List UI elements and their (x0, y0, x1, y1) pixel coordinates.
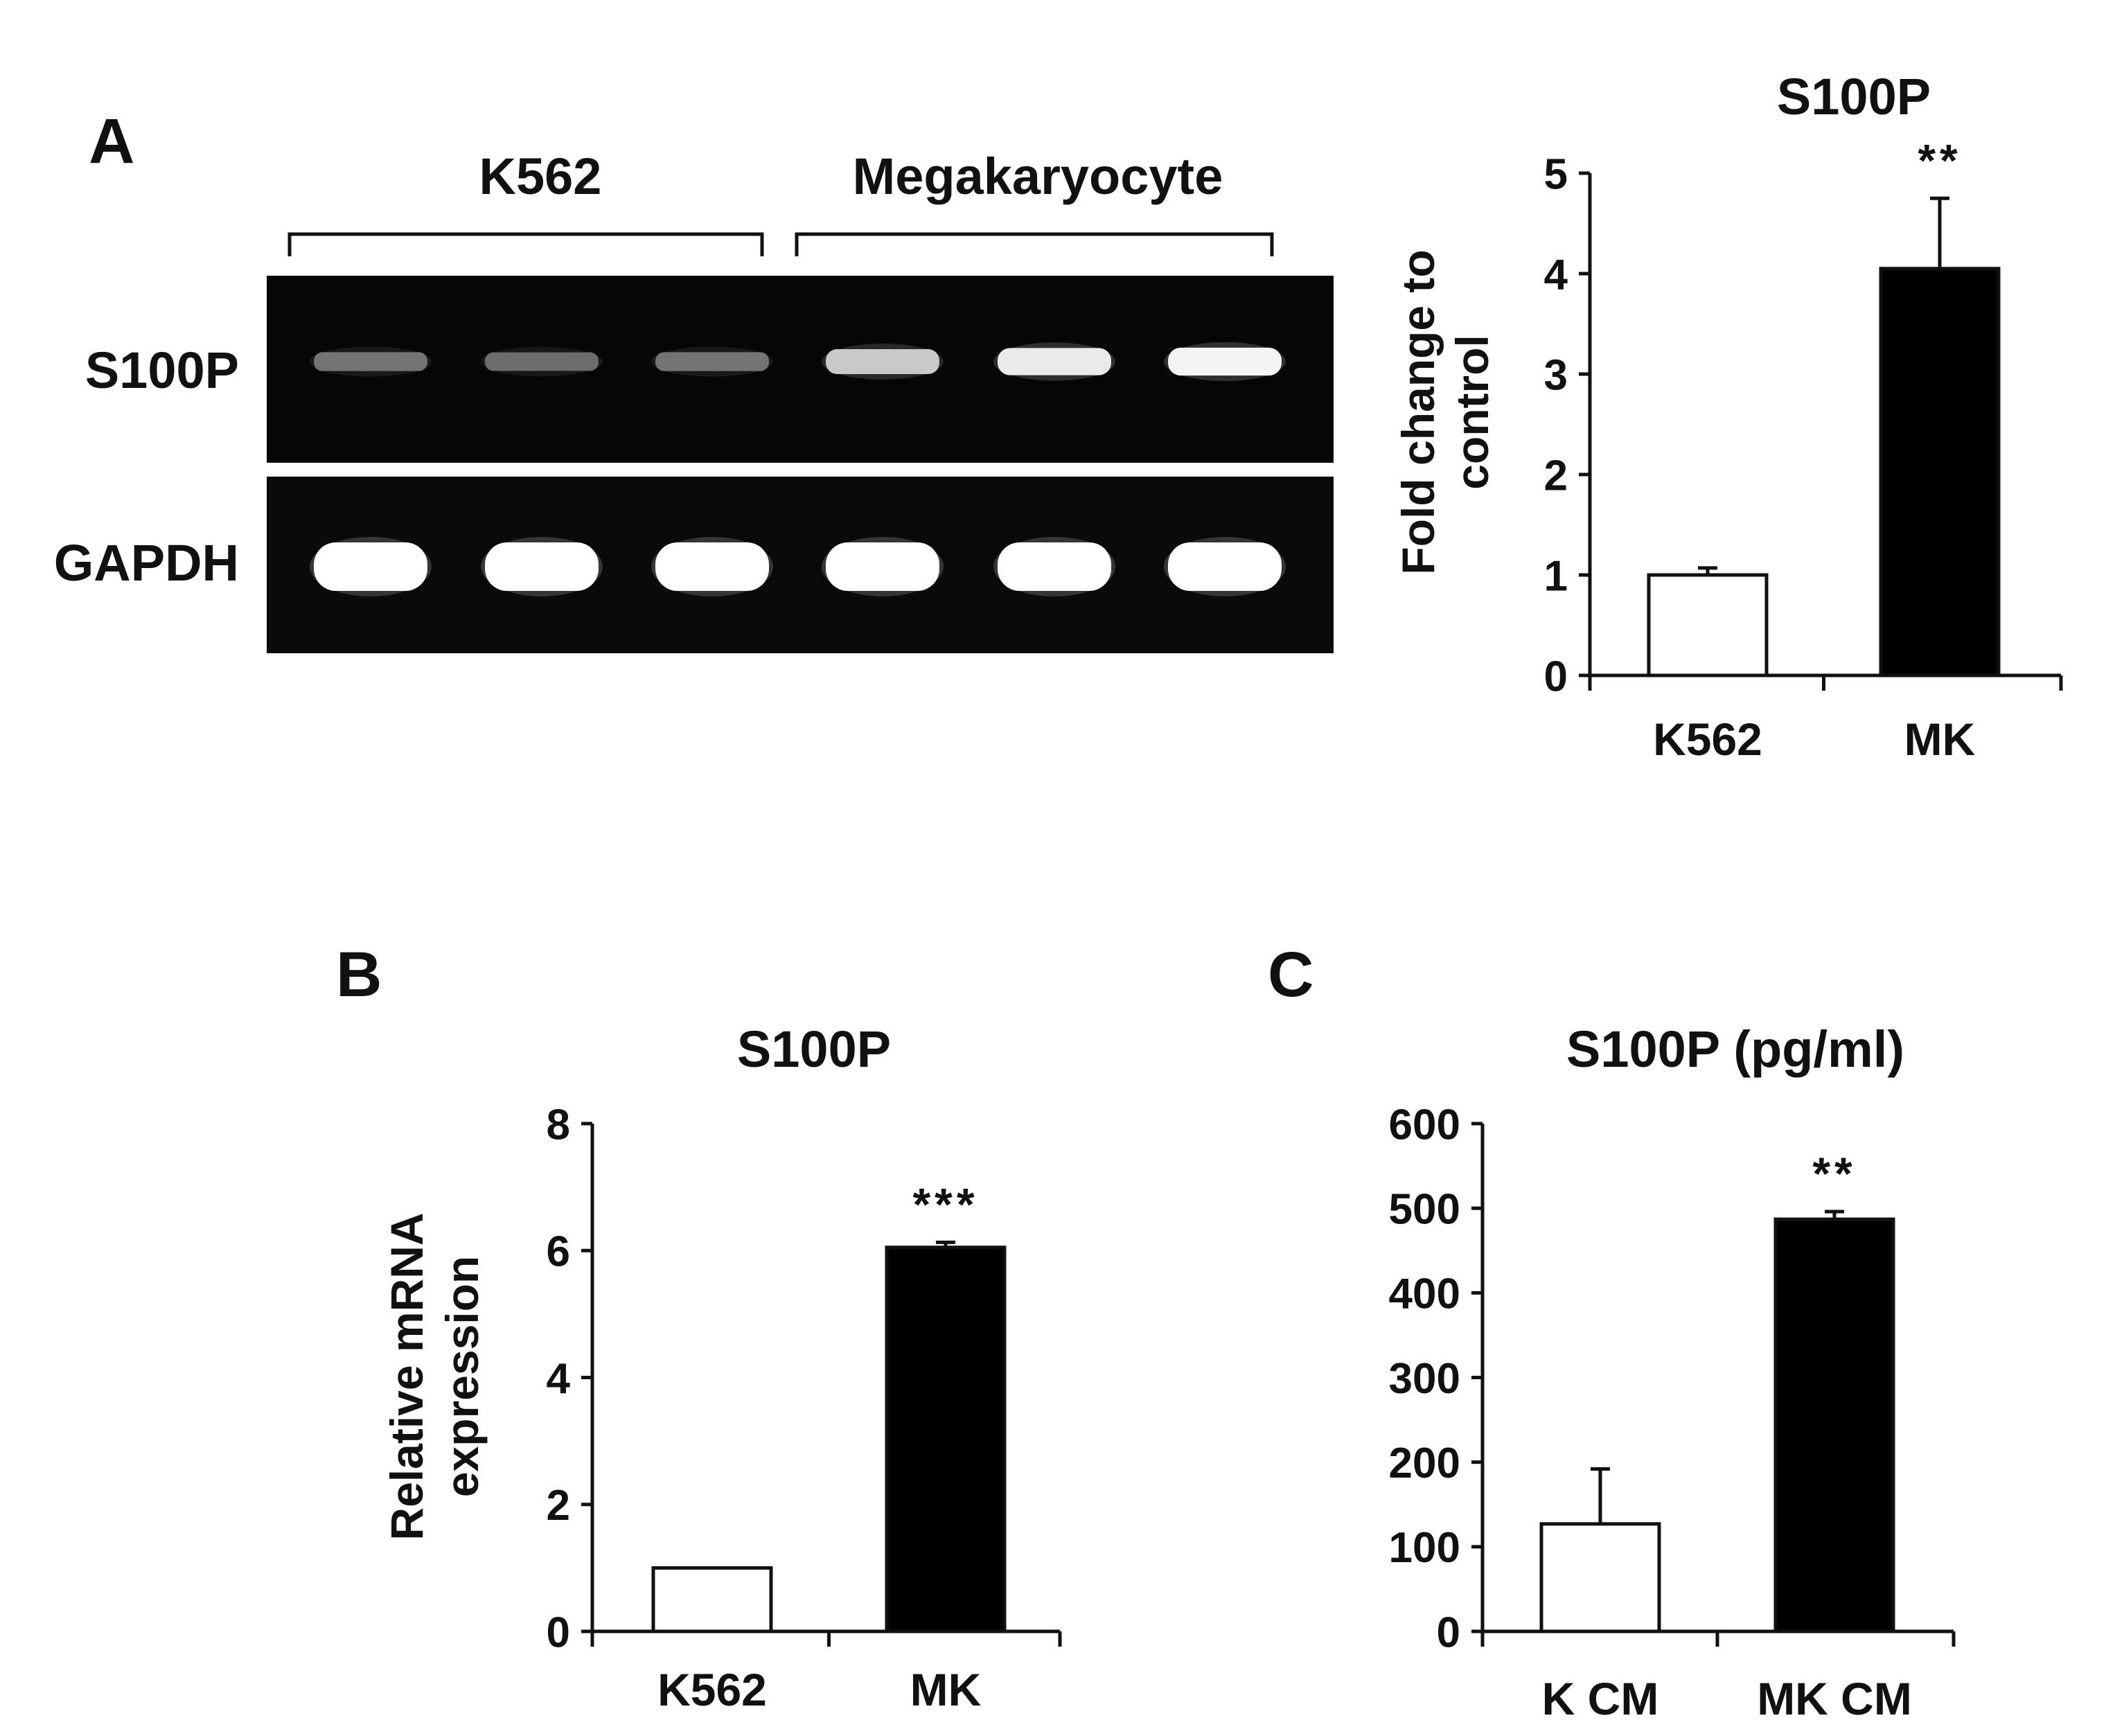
y-axis-label: Fold change to (1392, 249, 1444, 574)
y-tick-label: 300 (1389, 1355, 1460, 1403)
y-tick-label: 2 (547, 1482, 570, 1530)
chart-fold-change: S100P Fold change to control 0 1 2 3 4 5 K562 *… (1392, 68, 2063, 765)
y-tick-label: 6 (547, 1228, 570, 1276)
gel-row-label-gapdh: GAPDH (54, 534, 239, 592)
x-tick-label: K CM (1542, 1673, 1659, 1724)
gel-strip-s100p (267, 276, 1334, 463)
y-tick-label: 0 (1437, 1609, 1460, 1656)
gel-band-gapdh (655, 542, 769, 591)
y-tick-label: 0 (547, 1609, 570, 1656)
y-tick-label: 600 (1389, 1101, 1460, 1149)
y-axis-label: control (1446, 335, 1498, 490)
gel-strip-gapdh (267, 477, 1334, 653)
y-tick-label: 500 (1389, 1185, 1460, 1233)
gel-band-s100p (826, 349, 939, 374)
chart-title: S100P (1777, 68, 1931, 125)
y-tick-label: 3 (1544, 351, 1568, 399)
y-tick-label: 100 (1389, 1524, 1460, 1572)
gel-band-s100p (485, 352, 599, 371)
chart-relative-mrna: S100P Relative mRNA expression 0 2 4 6 8 K562… (381, 1020, 1062, 1715)
y-axis-label: expression (436, 1256, 488, 1498)
bar-k562 (1647, 573, 1769, 677)
x-tick-label: MK (910, 1664, 982, 1715)
y-tick-label: 1 (1544, 552, 1568, 600)
y-tick-label: 200 (1389, 1440, 1460, 1487)
gel-row-label-s100p: S100P (85, 342, 239, 399)
bar-mk (885, 1246, 1007, 1633)
chart-s100p-concentration: S100P (pg/ml) 0 100 200 300 400 500 600 K CM ** M… (1389, 1020, 1956, 1724)
gel-band-s100p (1168, 347, 1282, 376)
gel-band-gapdh (1168, 542, 1282, 591)
bar-mk (1879, 267, 2001, 677)
panel-label-a: A (89, 106, 134, 177)
bar-mk-cm (1773, 1217, 1895, 1633)
gel-band-gapdh (485, 542, 599, 591)
gel-band-s100p (998, 348, 1111, 375)
y-tick-label: 2 (1544, 452, 1568, 499)
gel-group-label-megakaryocyte: Megakaryocyte (853, 148, 1223, 205)
y-axis-label: Relative mRNA (381, 1212, 432, 1540)
chart-title: S100P (pg/ml) (1566, 1020, 1904, 1078)
significance-marker: ** (1812, 1148, 1856, 1199)
y-tick-label: 0 (1544, 653, 1568, 700)
gel-bracket-k562 (287, 232, 764, 256)
panel-label-b: B (336, 939, 382, 1010)
gel-group-label-k562: K562 (479, 148, 602, 205)
bar-k-cm (1539, 1522, 1661, 1633)
y-tick-label: 5 (1544, 150, 1568, 198)
y-tick-label: 4 (1544, 251, 1568, 299)
significance-marker: *** (912, 1178, 978, 1230)
gel-band-gapdh (314, 542, 427, 591)
gel-image: K562 Megakaryocyte S100P GAPDH (54, 148, 1334, 653)
y-tick-label: 8 (547, 1101, 570, 1149)
significance-marker: ** (1918, 134, 1961, 186)
gel-band-s100p (655, 352, 769, 371)
bar-k562 (651, 1566, 773, 1633)
panel-label-c: C (1268, 939, 1313, 1010)
x-tick-label: K562 (1653, 714, 1762, 765)
x-tick-label: MK (1904, 714, 1976, 765)
gel-band-gapdh (998, 542, 1111, 591)
y-tick-label: 400 (1389, 1270, 1460, 1318)
x-tick-label: K562 (657, 1664, 767, 1715)
x-tick-label: MK CM (1757, 1673, 1912, 1724)
gel-bracket-megakaryocyte (795, 232, 1274, 256)
chart-title: S100P (737, 1020, 891, 1078)
y-tick-label: 4 (547, 1355, 571, 1403)
gel-band-gapdh (826, 542, 939, 591)
gel-band-s100p (314, 352, 427, 371)
